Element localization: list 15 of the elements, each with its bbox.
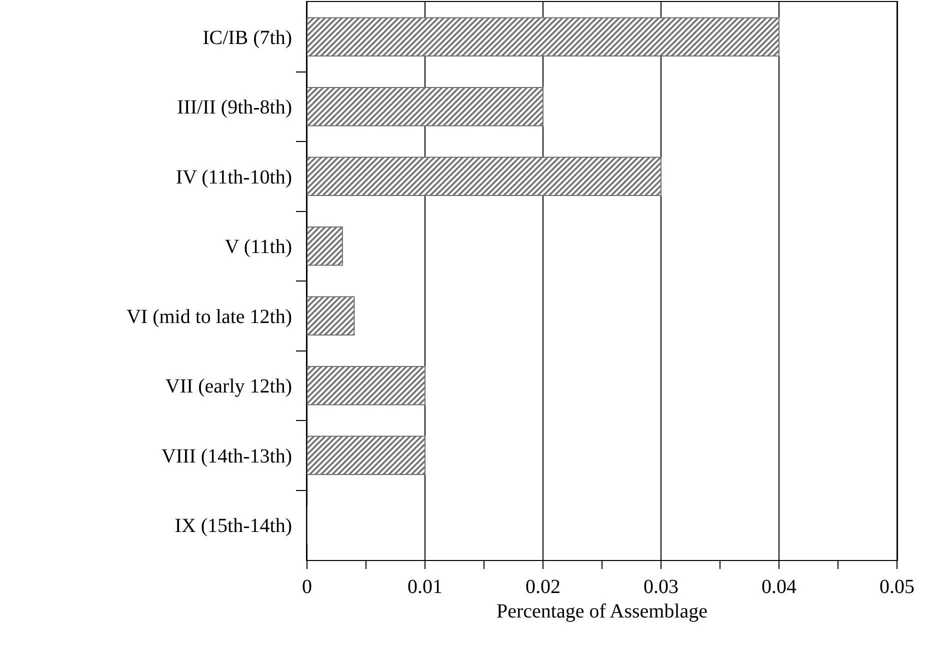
- x-tick-label: 0.03: [644, 576, 678, 598]
- y-tick-label: VII (early 12th): [165, 376, 292, 398]
- x-tick-label: 0.04: [762, 576, 796, 598]
- x-axis-title: Percentage of Assemblage: [496, 600, 708, 622]
- y-tick-label: III/II (9th-8th): [177, 96, 292, 119]
- x-tick-label: 0: [302, 576, 312, 598]
- x-tick-label: 0.01: [408, 576, 442, 598]
- x-tick-label: 0.02: [526, 576, 560, 598]
- y-tick-label: IX (15th-14th): [174, 515, 292, 538]
- y-tick-label: IV (11th-10th): [176, 166, 292, 188]
- y-tick-label: V (11th): [224, 236, 292, 258]
- x-tick-label: 0.05: [880, 576, 914, 598]
- y-tick-label: IC/IB (7th): [202, 26, 292, 49]
- y-tick-label: VIII (14th-13th): [161, 445, 292, 468]
- y-tick-label: VI (mid to late 12th): [126, 306, 292, 328]
